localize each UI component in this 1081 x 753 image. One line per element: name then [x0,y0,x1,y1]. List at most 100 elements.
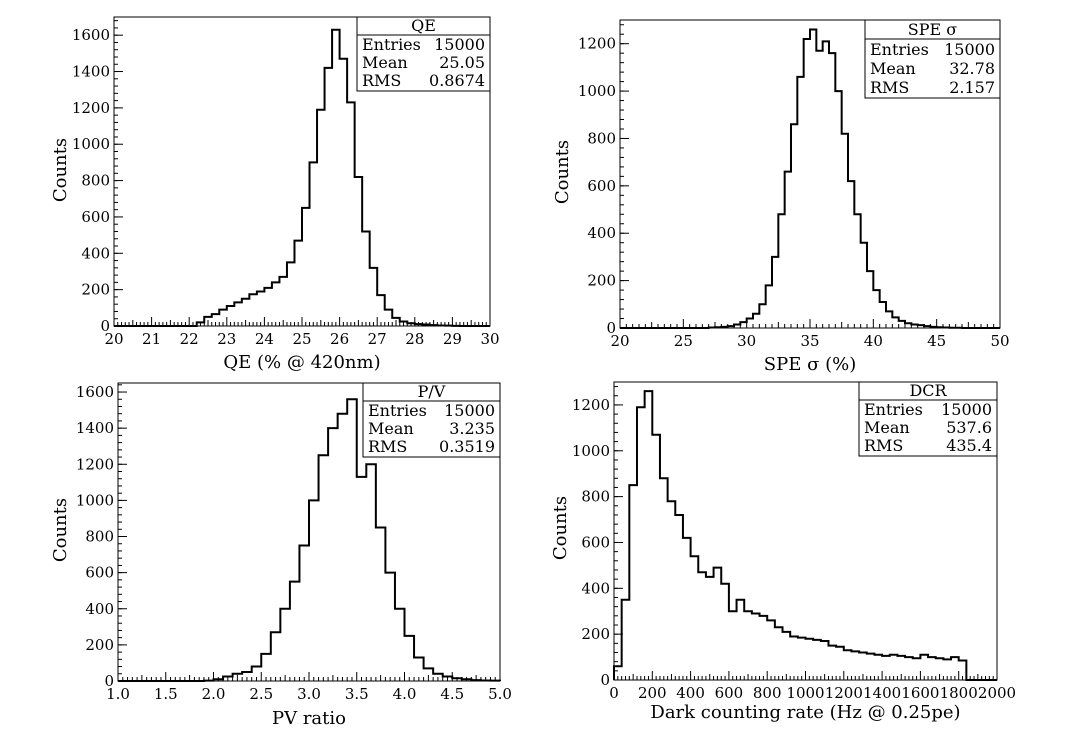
x-tick-label: 27 [368,330,387,348]
y-tick-label: 200 [581,625,610,643]
x-tick-label: 2.5 [249,685,273,703]
x-axis-label: Dark counting rate (Hz @ 0.25pe) [650,702,960,723]
x-tick-label: 4.5 [440,685,464,703]
x-tick-label: 4.0 [393,685,417,703]
stats-frame [864,19,1001,99]
x-tick-label: 24 [255,330,274,348]
y-tick-label: 1000 [76,491,114,509]
stats-label: RMS [362,71,401,90]
y-tick-label: 0 [600,671,610,689]
chart-panel-4: 0 200 400 600 800 1000 1200 1400 1600 1800 2000020… [550,381,1016,723]
stats-value: 0.8674 [429,71,485,90]
stats-value: 435.4 [946,436,992,455]
y-tick-label: 200 [81,281,110,299]
stats-value: 2.157 [949,78,995,97]
histogram-series [620,28,1000,329]
y-tick-label: 200 [85,636,114,654]
y-tick-label: 200 [587,272,616,290]
x-tick-label: 1600 [901,684,939,702]
x-tick-label: 600 [715,684,744,702]
stats-label: Mean [864,418,910,437]
y-tick-label: 1400 [72,63,110,81]
y-tick-label: 0 [104,672,114,690]
stats-value: 15000 [444,401,495,420]
y-tick-label: 600 [81,208,110,226]
x-tick-label: 2.0 [202,685,226,703]
stats-label: Entries [368,401,427,420]
x-tick-label: 0 [609,684,619,702]
x-tick-label: 3.0 [297,685,321,703]
x-tick-label: 1800 [940,684,978,702]
x-tick-label: 3.5 [345,685,369,703]
x-tick-label: 5.0 [488,685,512,703]
y-tick-label: 1200 [572,396,610,414]
y-tick-label: 400 [581,579,610,597]
y-tick-label: 800 [587,129,616,147]
y-tick-label: 600 [85,564,114,582]
x-tick-label: 30 [480,330,499,348]
x-tick-label: 25 [674,332,693,350]
y-tick-label: 400 [587,224,616,242]
y-tick-label: 400 [85,600,114,618]
x-tick-label: 26 [330,330,349,348]
stats-label: Entries [870,40,929,59]
stats-label: Entries [362,35,421,54]
x-tick-label: 29 [443,330,462,348]
y-tick-label: 800 [81,172,110,190]
stats-label: Mean [362,53,408,72]
y-tick-label: 1200 [578,35,616,53]
stats-value: 0.3519 [439,437,495,456]
x-tick-label: 35 [800,332,819,350]
x-tick-label: 800 [753,684,782,702]
histogram-series [118,398,501,682]
y-axis-label: Counts [50,138,71,202]
x-tick-label: 21 [142,330,161,348]
y-tick-label: 1400 [76,419,114,437]
stats-value: 15000 [941,400,992,419]
x-tick-label: 1.5 [154,685,178,703]
stats-label: Mean [368,419,414,438]
y-tick-label: 600 [581,533,610,551]
y-tick-label: 400 [81,244,110,262]
x-tick-label: 2000 [978,684,1016,702]
x-axis-label: SPE σ (%) [764,354,856,375]
y-tick-label: 1200 [76,455,114,473]
stats-value: 3.235 [449,419,495,438]
stats-label: RMS [368,437,407,456]
stats-value: 32.78 [949,59,995,78]
x-axis-label: PV ratio [272,708,346,729]
stats-value: 25.05 [439,53,485,72]
y-tick-label: 1000 [572,442,610,460]
y-tick-label: 800 [581,488,610,506]
y-tick-label: 1200 [72,99,110,117]
x-tick-label: 20 [104,330,123,348]
stats-title: P/V [418,382,446,401]
x-tick-label: 22 [180,330,199,348]
chart-panel-2: 20 25 30 35 40 45 50 0 200 400 600 800 1000 1200 SPE σ… [552,19,1010,375]
y-axis-label: Counts [50,498,71,562]
x-tick-label: 1000 [786,684,824,702]
y-tick-label: 0 [606,319,616,337]
stats-title: SPE σ [908,20,957,39]
y-tick-label: 600 [587,177,616,195]
x-tick-label: 45 [927,332,946,350]
x-tick-label: 1200 [825,684,863,702]
x-tick-label: 200 [638,684,667,702]
x-tick-label: 400 [676,684,705,702]
histogram-series [613,390,997,681]
stats-label: Entries [864,400,923,419]
histogram-series [114,28,490,327]
chart-panel-1: 20 21 22 23 24 25 26 27 28 29 30 0 200 400 600 800 1000 1… [50,16,500,373]
x-tick-label: 23 [217,330,236,348]
stats-frame [356,16,491,92]
y-tick-label: 0 [100,317,110,335]
x-tick-label: 50 [990,332,1009,350]
stats-frame [858,381,998,457]
stats-value: 15000 [944,40,995,59]
y-axis-label: Counts [550,496,571,560]
x-tick-label: 40 [864,332,883,350]
stats-frame [362,382,501,458]
y-tick-label: 1600 [72,26,110,44]
